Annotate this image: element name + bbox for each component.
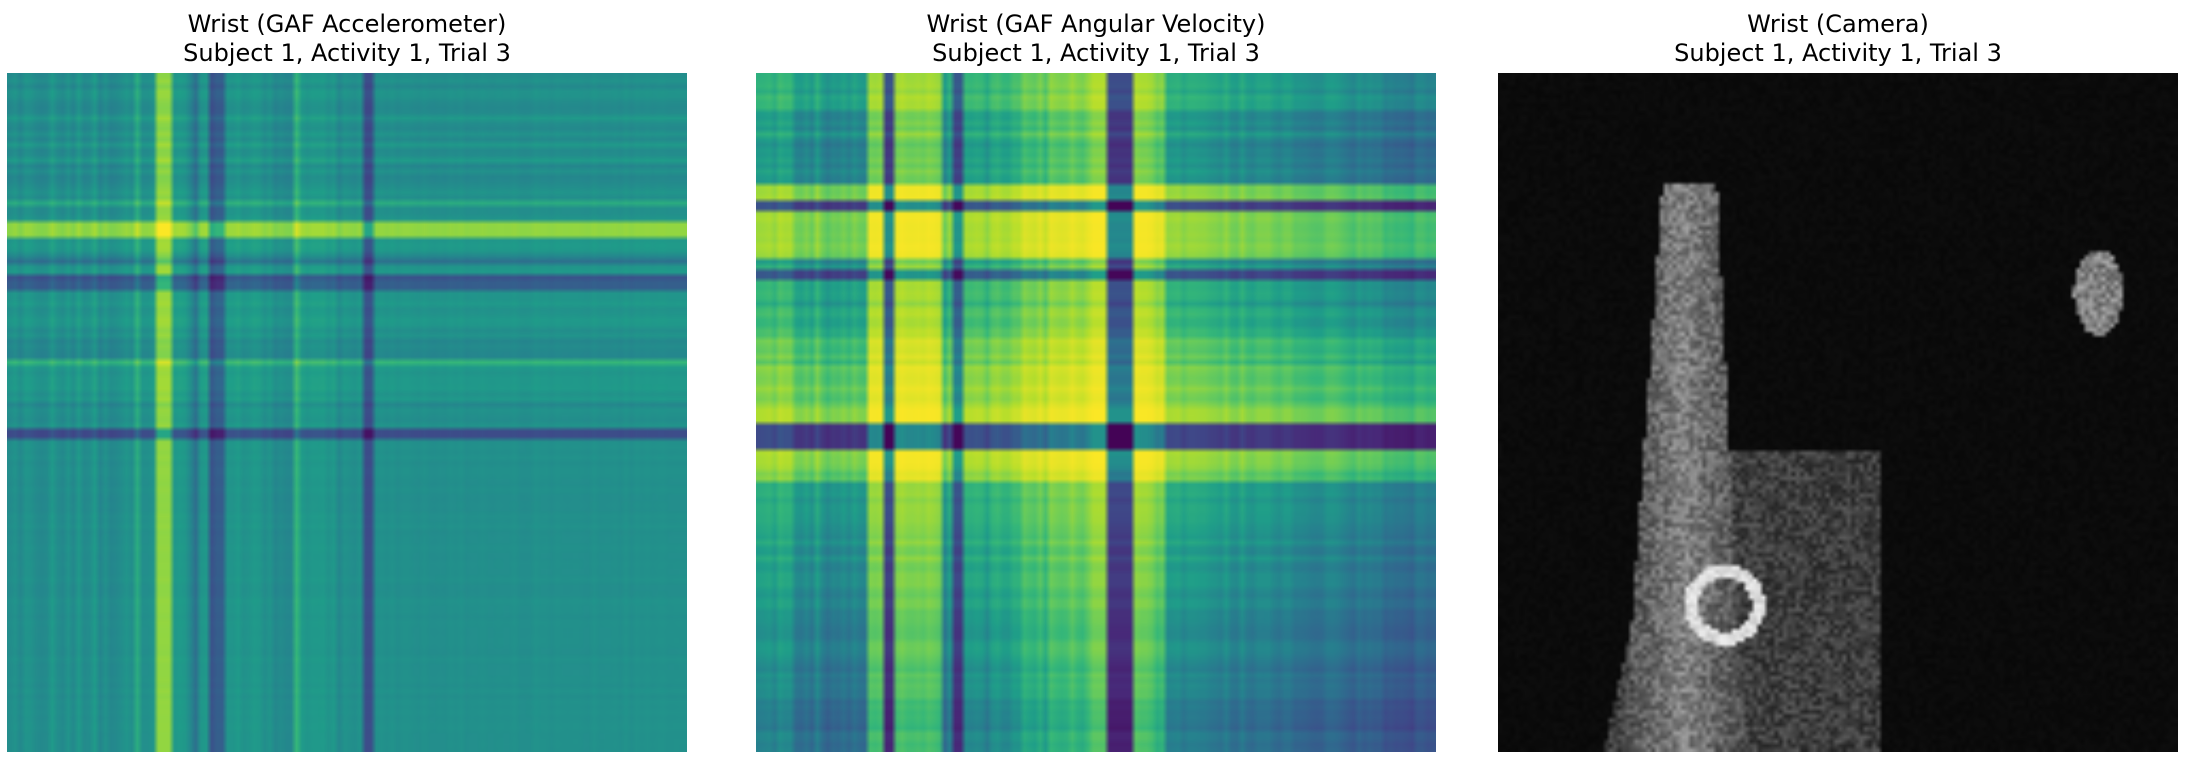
- camera-frame-image: [1498, 73, 2178, 752]
- panel-title-line1: Wrist (GAF Accelerometer): [187, 10, 507, 38]
- panel-title-line2: Subject 1, Activity 1, Trial 3: [183, 39, 511, 67]
- panel-title-line1: Wrist (GAF Angular Velocity): [926, 10, 1266, 38]
- panel-title-line1: Wrist (Camera): [1747, 10, 1929, 38]
- gaf-accelerometer-heatmap: [7, 73, 687, 752]
- panel-title-line2: Subject 1, Activity 1, Trial 3: [1674, 39, 2002, 67]
- panel-title: Wrist (GAF Angular Velocity) Subject 1, …: [756, 10, 1436, 68]
- panel-title-line2: Subject 1, Activity 1, Trial 3: [932, 39, 1260, 67]
- panel-gaf-angular-velocity: Wrist (GAF Angular Velocity) Subject 1, …: [756, 0, 1436, 767]
- gaf-angular-velocity-heatmap: [756, 73, 1436, 752]
- panel-camera: Wrist (Camera) Subject 1, Activity 1, Tr…: [1498, 0, 2178, 767]
- panel-title: Wrist (Camera) Subject 1, Activity 1, Tr…: [1498, 10, 2178, 68]
- panel-title: Wrist (GAF Accelerometer) Subject 1, Act…: [7, 10, 687, 68]
- panel-gaf-accelerometer: Wrist (GAF Accelerometer) Subject 1, Act…: [7, 0, 687, 767]
